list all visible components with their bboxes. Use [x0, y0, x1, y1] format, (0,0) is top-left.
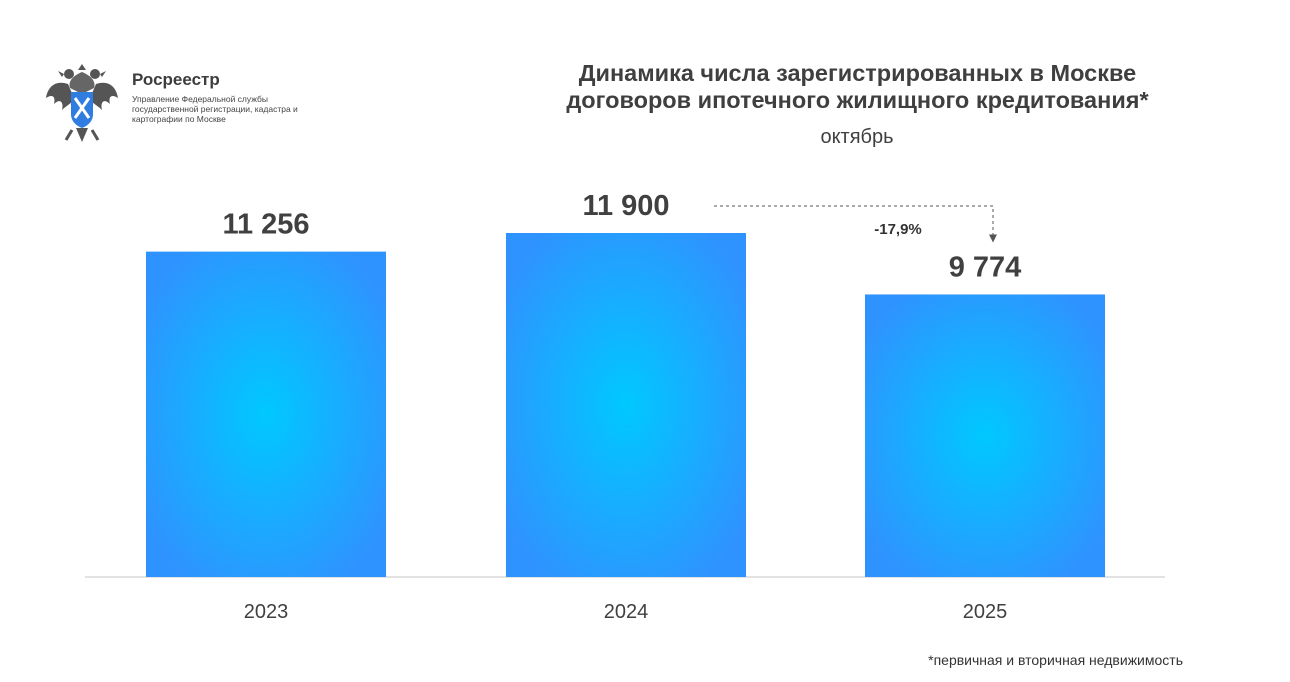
- chart-title: Динамика числа зарегистрированных в Моск…: [500, 60, 1215, 114]
- footnote: *первичная и вторичная недвижимость: [928, 652, 1183, 668]
- bar-2023: [146, 251, 386, 578]
- chart-title-line-2: договоров ипотечного жилищного кредитова…: [566, 87, 1149, 113]
- value-label-2024: 11 900: [582, 190, 669, 222]
- logo-name: Росреестр: [132, 70, 220, 89]
- change-percent-label: -17,9%: [874, 221, 922, 238]
- bar-2024: [506, 233, 746, 577]
- category-label-2024: 2024: [604, 601, 649, 623]
- category-label-2023: 2023: [244, 601, 289, 623]
- value-label-2023: 11 256: [222, 209, 309, 241]
- chart-subtitle: октябрь: [820, 126, 894, 148]
- bar-2025: [865, 294, 1105, 577]
- category-label-2025: 2025: [963, 601, 1008, 623]
- rosreestr-logo: Росреестр Управление Федеральной службы …: [42, 58, 312, 148]
- change-arrow: [714, 205, 997, 243]
- chart-title-line-1: Динамика числа зарегистрированных в Моск…: [578, 60, 1137, 86]
- value-label-2025: 9 774: [949, 251, 1022, 283]
- logo-subtitle: Управление Федеральной службы государств…: [132, 94, 298, 124]
- eagle-emblem-icon: [46, 64, 118, 142]
